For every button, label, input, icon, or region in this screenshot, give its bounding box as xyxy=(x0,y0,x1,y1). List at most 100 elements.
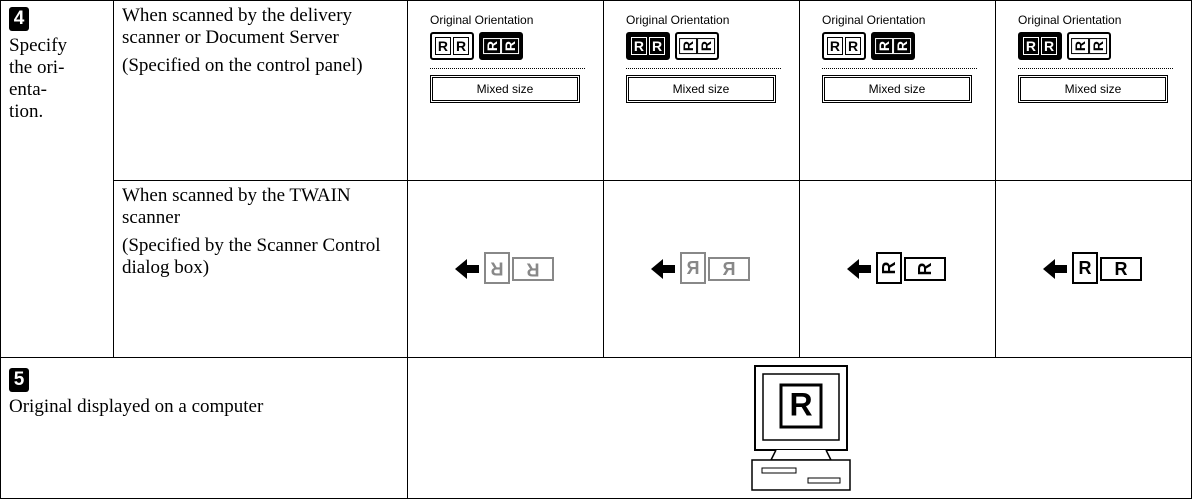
icon-letter: R xyxy=(1070,37,1089,55)
step5-cell: 5 Original displayed on a computer xyxy=(0,357,408,499)
document-letter: R xyxy=(687,258,700,278)
step-number: 5 xyxy=(9,368,29,392)
icon-letter: R xyxy=(1022,37,1039,55)
panel-cell: Original Orientation R R R R Mixed size xyxy=(995,0,1192,181)
condition: When scanned by the delivery scanner or … xyxy=(122,5,353,48)
document xyxy=(876,252,902,284)
panel-label: Original Orientation xyxy=(626,13,730,27)
icon-letter: R xyxy=(630,37,647,55)
icon-letter: R xyxy=(893,37,912,55)
step4-cell: 4 Specify the ori-enta-tion. xyxy=(0,0,114,358)
icon-letter: R xyxy=(501,37,520,55)
arrow xyxy=(651,259,675,279)
panel-label: Original Orientation xyxy=(822,13,926,27)
document-letter: R xyxy=(527,259,540,279)
document-icon: R xyxy=(484,252,510,284)
panel-label: Original Orientation xyxy=(430,13,534,27)
separator xyxy=(1018,68,1173,69)
panel-cell: Original Orientation R R R R Mixed size xyxy=(799,0,996,181)
document-letter: R xyxy=(1115,259,1128,279)
arrow xyxy=(455,259,479,279)
document-icon: R xyxy=(1100,257,1142,281)
separator xyxy=(822,68,977,69)
mixed-size-button[interactable]: Mixed size xyxy=(430,75,580,103)
document-letter: R xyxy=(1079,258,1092,278)
arrow xyxy=(847,259,871,279)
icon-letter: R xyxy=(1089,37,1108,55)
panel-label: Original Orientation xyxy=(1018,13,1122,27)
document xyxy=(904,257,946,281)
document xyxy=(1072,252,1098,284)
document xyxy=(1100,257,1142,281)
document-icon: R xyxy=(904,257,946,281)
icon-letter: R xyxy=(482,37,501,55)
document-letter: R xyxy=(491,258,504,278)
document xyxy=(680,252,706,284)
document-letter: R xyxy=(723,259,736,279)
icon-letter: R xyxy=(1041,37,1058,55)
step-text: Specify the ori-enta-tion. xyxy=(9,35,68,122)
icon-letter: R xyxy=(826,37,843,55)
orientation-panel: Original Orientation R R R R Mixed size xyxy=(430,13,585,103)
icon-letter: R xyxy=(678,37,697,55)
panel-cell: Original Orientation R R R R Mixed size xyxy=(407,0,604,181)
document-icon: R xyxy=(680,252,706,284)
icon-letter: R xyxy=(434,37,451,55)
document-icon: R xyxy=(512,257,554,281)
icon-letter: R xyxy=(874,37,893,55)
separator xyxy=(430,68,585,69)
orientation-panel: Original Orientation R R R R Mixed size xyxy=(626,13,781,103)
panel-cell: Original Orientation R R R R Mixed size xyxy=(603,0,800,181)
condition-cell: When scanned by the TWAIN scanner (Speci… xyxy=(113,180,408,358)
step-number: 4 xyxy=(9,7,29,31)
separator xyxy=(626,68,781,69)
note: (Specified by the Scanner Control dialog… xyxy=(122,235,381,278)
mixed-size-button[interactable]: Mixed size xyxy=(822,75,972,103)
document-letter: R xyxy=(879,262,899,275)
condition: When scanned by the TWAIN scanner xyxy=(122,185,351,228)
icon-letter: R xyxy=(697,37,716,55)
arrow xyxy=(1043,259,1067,279)
orientation-panel: Original Orientation R R R R Mixed size xyxy=(822,13,977,103)
icon-letter: R xyxy=(453,37,470,55)
computer-icon: R xyxy=(751,365,851,491)
document-letter: R xyxy=(915,263,935,276)
document xyxy=(484,252,510,284)
note: (Specified on the control panel) xyxy=(122,55,363,76)
icon-letter: R xyxy=(845,37,862,55)
mixed-size-button[interactable]: Mixed size xyxy=(626,75,776,103)
step-text: Original displayed on a computer xyxy=(9,396,264,417)
orientation-panel: Original Orientation R R R R Mixed size xyxy=(1018,13,1173,103)
screen-letter: R xyxy=(789,386,812,422)
document xyxy=(512,257,554,281)
image-cell: R xyxy=(407,357,1192,499)
document-icon: R xyxy=(708,257,750,281)
condition-cell: When scanned by the delivery scanner or … xyxy=(113,0,408,181)
icon-letter: R xyxy=(649,37,666,55)
document-icon: R xyxy=(876,252,902,284)
mixed-size-button[interactable]: Mixed size xyxy=(1018,75,1168,103)
document xyxy=(708,257,750,281)
document-icon: R xyxy=(1072,252,1098,284)
